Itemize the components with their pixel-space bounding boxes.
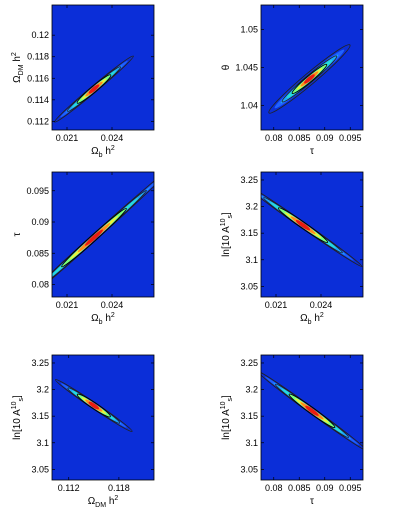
contour-line-3: [61, 207, 127, 268]
panel-2: 0.08 0.085 0.09 0.095 1.04 1.045 1.05 τ θ: [221, 4, 364, 157]
y-tick-label: 3.2: [245, 202, 258, 212]
x-tick-label: 0.085: [288, 133, 311, 143]
panel-6: 0.08 0.085 0.09 0.095 3.05 3.1 3.15 3.2 3.25 τ ln[…: [220, 354, 364, 507]
y-tick-label: 3.15: [240, 228, 258, 238]
contour-line-2: [281, 55, 338, 103]
y-tick-label: 3.15: [31, 411, 49, 421]
panel-3: 0.021 0.024 0.08 0.085 0.09 0.095 Ωb h2 τ: [12, 171, 155, 326]
y-axis-label: ln[10 A10s]: [11, 395, 25, 440]
y-tick-label: 3.1: [245, 438, 258, 448]
axes-frame: [51, 4, 155, 131]
x-tick-label: 0.095: [339, 483, 362, 493]
plot-background: [52, 355, 154, 480]
y-tick-label: 0.118: [27, 52, 49, 62]
density-level-7: [295, 219, 311, 231]
density-level-7: [85, 229, 103, 246]
panel-5: 0.112 0.118 3.05 3.1 3.15 3.2 3.25 ΩDM h2 ln[10 …: [11, 354, 155, 509]
plot-background: [261, 5, 363, 130]
panel-1: 0.021 0.024 0.112 0.114 0.116 0.118 0.12 Ωb h2 Ω…: [11, 4, 155, 159]
y-tick-label: 0.114: [27, 95, 49, 105]
contour-line-3: [277, 207, 329, 244]
x-axis-label: ΩDM h2: [88, 495, 119, 509]
density-level-7: [88, 401, 100, 410]
contour-line-3: [76, 393, 111, 418]
x-tick-label: 0.024: [310, 300, 333, 310]
y-tick-label: 0.08: [31, 280, 49, 290]
x-tick-label: 0.08: [265, 483, 283, 493]
y-tick-label: 3.25: [240, 175, 258, 185]
x-tick-label: 0.09: [316, 133, 334, 143]
y-tick-label: 3.2: [36, 385, 49, 395]
axes-frame: [51, 171, 155, 298]
y-tick-label: 3.05: [31, 464, 49, 474]
y-axis-label: τ: [12, 232, 23, 236]
y-tick-label: 0.085: [26, 248, 49, 258]
y-tick-label: 1.04: [240, 101, 258, 111]
axes-frame: [51, 354, 155, 481]
y-tick-label: 0.09: [31, 217, 49, 227]
y-tick-label: 1.05: [240, 24, 258, 34]
x-tick-label: 0.021: [56, 300, 79, 310]
y-axis-label: ΩDM h2: [11, 52, 25, 83]
density-level-7: [88, 84, 100, 94]
plot-background: [261, 355, 363, 480]
y-tick-label: 3.15: [240, 411, 258, 421]
x-tick-label: 0.08: [265, 133, 283, 143]
y-tick-label: 3.2: [245, 385, 258, 395]
x-tick-label: 0.095: [339, 133, 362, 143]
x-axis-label: τ: [310, 146, 314, 157]
x-axis-label: Ωb h2: [300, 312, 324, 326]
y-axis-label: θ: [221, 64, 232, 70]
density-level-7: [304, 74, 315, 84]
y-axis-label: ln[10 A10s]: [220, 212, 234, 257]
axes-frame: [260, 171, 364, 298]
x-axis-label: Ωb h2: [91, 145, 115, 159]
x-tick-label: 0.112: [58, 483, 80, 493]
contour-line-3: [291, 63, 328, 95]
plot-background: [52, 172, 154, 297]
x-axis-label: Ωb h2: [91, 312, 115, 326]
y-tick-label: 0.095: [26, 186, 49, 196]
x-tick-label: 0.085: [288, 483, 311, 493]
y-tick-label: 3.05: [240, 464, 258, 474]
contour-line-3: [288, 393, 336, 429]
y-tick-label: 3.1: [36, 438, 49, 448]
axes-frame: [260, 354, 364, 481]
x-tick-label: 0.021: [265, 300, 288, 310]
y-tick-label: 3.25: [31, 358, 49, 368]
y-tick-label: 0.116: [27, 73, 49, 83]
x-tick-label: 0.024: [101, 133, 124, 143]
y-tick-label: 3.1: [245, 255, 258, 265]
y-tick-label: 0.112: [27, 116, 49, 126]
x-tick-label: 0.021: [56, 133, 79, 143]
contour-line-1: [268, 44, 351, 114]
contour-line-3: [76, 74, 112, 104]
panel-4: 0.021 0.024 3.05 3.1 3.15 3.2 3.25 Ωb h2 ln[10 A…: [220, 171, 364, 326]
x-tick-label: 0.118: [108, 483, 130, 493]
y-tick-label: 3.25: [240, 358, 258, 368]
y-tick-label: 1.045: [235, 63, 258, 73]
y-axis-label: ln[10 A10s]: [220, 395, 234, 440]
x-tick-label: 0.09: [316, 483, 334, 493]
y-tick-label: 3.05: [240, 281, 258, 291]
x-tick-label: 0.024: [101, 300, 124, 310]
density-level-7: [305, 405, 319, 416]
y-tick-label: 0.12: [31, 30, 49, 40]
x-axis-label: τ: [310, 496, 314, 507]
